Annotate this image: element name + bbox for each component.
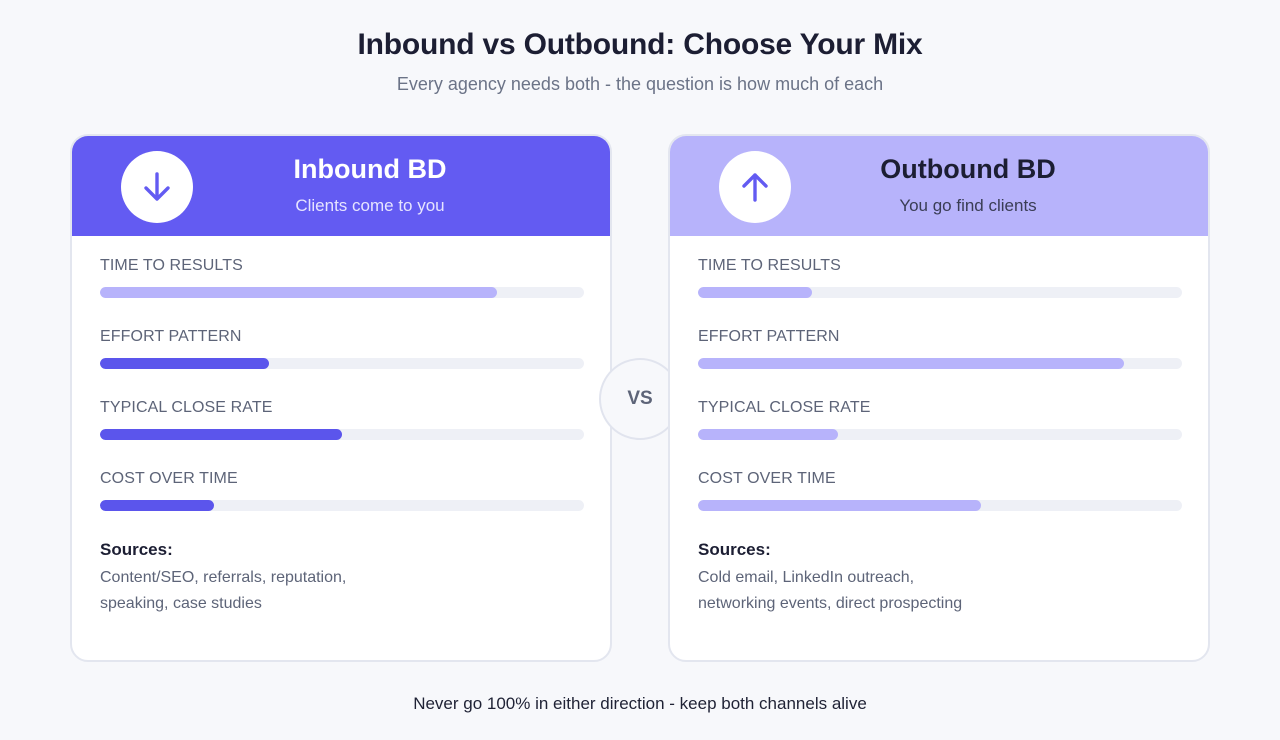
outbound-sources-title: Sources:	[698, 540, 771, 559]
vs-badge: VS	[599, 358, 681, 440]
metric-track	[100, 358, 584, 369]
metric-bar	[698, 287, 812, 298]
metric-label: COST OVER TIME	[100, 470, 238, 487]
outbound-metric-close-rate: TYPICAL CLOSE RATE	[698, 397, 1182, 440]
metric-label: TYPICAL CLOSE RATE	[698, 399, 871, 416]
outbound-sources-line: Cold email, LinkedIn outreach,	[698, 569, 915, 586]
metric-bar	[100, 429, 342, 440]
metric-label: EFFORT PATTERN	[100, 328, 242, 345]
inbound-metric-time-to-results: TIME TO RESULTS	[100, 255, 584, 298]
inbound-sources-line: speaking, case studies	[100, 595, 262, 612]
footer-note: Never go 100% in either direction - keep…	[413, 694, 867, 713]
inbound-metric-effort-pattern: EFFORT PATTERN	[100, 326, 584, 369]
metric-track	[698, 287, 1182, 298]
metric-bar	[698, 500, 982, 511]
metric-track	[698, 358, 1182, 369]
metric-track	[698, 500, 1182, 511]
outbound-card-header: Outbound BD You go find clients	[670, 136, 1208, 236]
inbound-metric-cost-over-time: COST OVER TIME	[100, 468, 584, 511]
metric-track	[100, 287, 584, 298]
page-title: Inbound vs Outbound: Choose Your Mix	[357, 28, 923, 61]
outbound-card: Outbound BD You go find clients TIME TO …	[668, 134, 1210, 662]
outbound-metric-cost-over-time: COST OVER TIME	[698, 468, 1182, 511]
arrow-down-icon	[144, 172, 170, 201]
inbound-subtitle: Clients come to you	[295, 196, 445, 215]
inbound-metric-close-rate: TYPICAL CLOSE RATE	[100, 397, 584, 440]
inbound-card-header: Inbound BD Clients come to you	[72, 136, 610, 236]
inbound-icon-badge	[121, 151, 193, 223]
metric-bar	[100, 358, 270, 369]
outbound-title: Outbound BD	[880, 154, 1056, 184]
outbound-sources-line: networking events, direct prospecting	[698, 595, 963, 612]
arrow-up-icon	[742, 173, 768, 202]
page-subtitle: Every agency needs both - the question i…	[396, 74, 884, 94]
outbound-metric-time-to-results: TIME TO RESULTS	[698, 255, 1182, 298]
metric-label: COST OVER TIME	[698, 470, 836, 487]
metric-label: EFFORT PATTERN	[698, 328, 840, 345]
metric-bar	[698, 358, 1124, 369]
metric-track	[100, 429, 584, 440]
outbound-metric-effort-pattern: EFFORT PATTERN	[698, 326, 1182, 369]
metric-bar	[100, 500, 214, 511]
metric-bar	[100, 287, 497, 298]
inbound-title: Inbound BD	[293, 154, 447, 184]
metric-label: TYPICAL CLOSE RATE	[100, 399, 273, 416]
metric-label: TIME TO RESULTS	[100, 257, 243, 274]
inbound-card: Inbound BD Clients come to you TIME TO R…	[70, 134, 612, 662]
inbound-sources-line: Content/SEO, referrals, reputation,	[100, 569, 347, 586]
metric-track	[100, 500, 584, 511]
outbound-subtitle: You go find clients	[899, 196, 1037, 215]
outbound-icon-badge	[719, 151, 791, 223]
metric-label: TIME TO RESULTS	[698, 257, 841, 274]
metric-bar	[698, 429, 839, 440]
metric-track	[698, 429, 1182, 440]
inbound-sources-title: Sources:	[100, 540, 173, 559]
